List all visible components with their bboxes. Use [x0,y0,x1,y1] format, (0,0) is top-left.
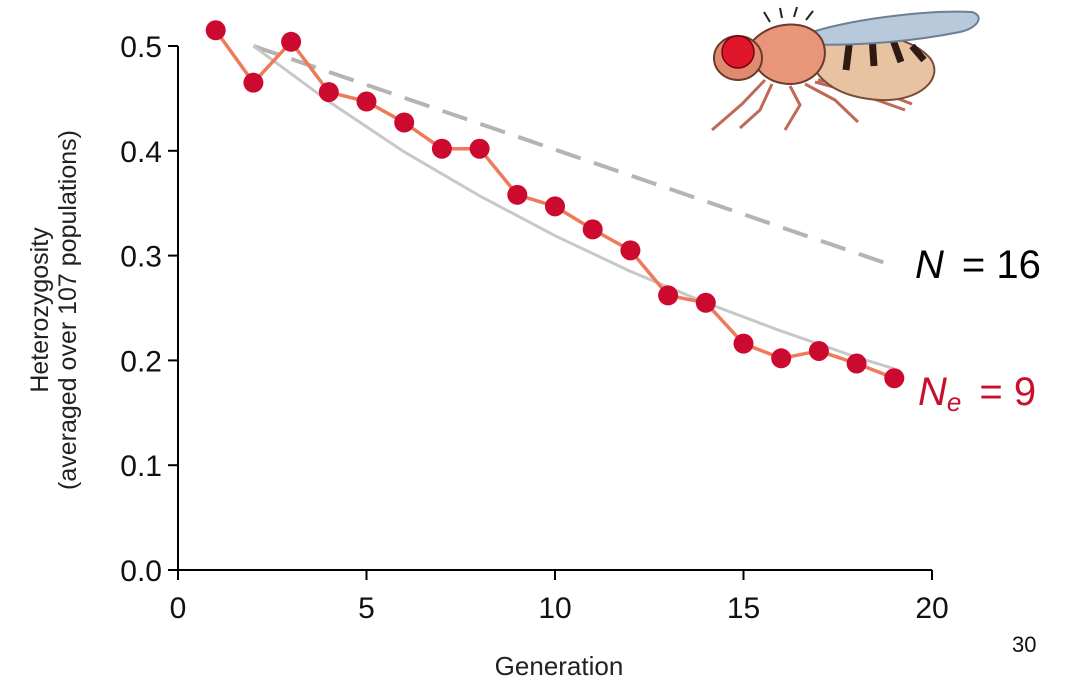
x-tick-label: 0 [170,592,187,625]
observed-point [431,138,452,159]
observed-point [695,292,716,313]
y-tick-label: 0.3 [120,241,162,274]
observed-point [469,138,490,159]
x-tick-label: 20 [915,592,948,625]
y-tick-label: 0.5 [120,31,162,64]
fly-eye [721,35,755,69]
y-tick-label: 0.1 [120,450,162,483]
observed-point [808,340,829,361]
x-axis-title: Generation [495,651,624,681]
y-tick-label: 0.4 [120,136,162,169]
observed-point [846,353,867,374]
observed-point [658,285,679,306]
fly-wing [799,10,980,46]
observed-point [620,240,641,261]
ne-annotation: Ne = 9 [918,370,1037,417]
fruit-fly-illustration [711,6,980,132]
expected-ne-curve [252,44,895,371]
axes [177,46,932,571]
observed-point [545,196,565,217]
page-number: 30 [1012,632,1037,657]
x-tick-label: 5 [358,592,375,625]
observed-point [582,219,603,240]
y-tick-label: 0.2 [120,345,162,378]
fly-bristles [763,6,814,23]
expected-curves [252,44,895,371]
y-axis-title-line1: Heterozygosity [26,227,54,393]
y-tick-label: 0.0 [120,555,162,588]
n-annotation: N = 16 [915,243,1041,287]
observed-point [318,82,339,103]
observed-point [281,31,302,52]
observed-point [243,72,264,93]
x-tick-label: 15 [727,592,760,625]
observed-point [507,184,528,205]
y-axis-title-line2: (averaged over 107 populations) [54,130,82,490]
x-tick-label: 10 [538,592,571,625]
observed-point [884,368,905,389]
observed-point [205,20,226,41]
observed-point [356,91,377,112]
observed-point [394,112,415,133]
observed-point [771,348,792,369]
ticks: 0 5 10 15 20 0.0 0.1 0.2 0.3 0.4 0.5 [120,31,948,625]
expected-n-dashed-line [252,44,895,268]
observed-series [205,20,905,389]
fly-thorax [750,23,826,86]
observed-point [733,333,754,354]
